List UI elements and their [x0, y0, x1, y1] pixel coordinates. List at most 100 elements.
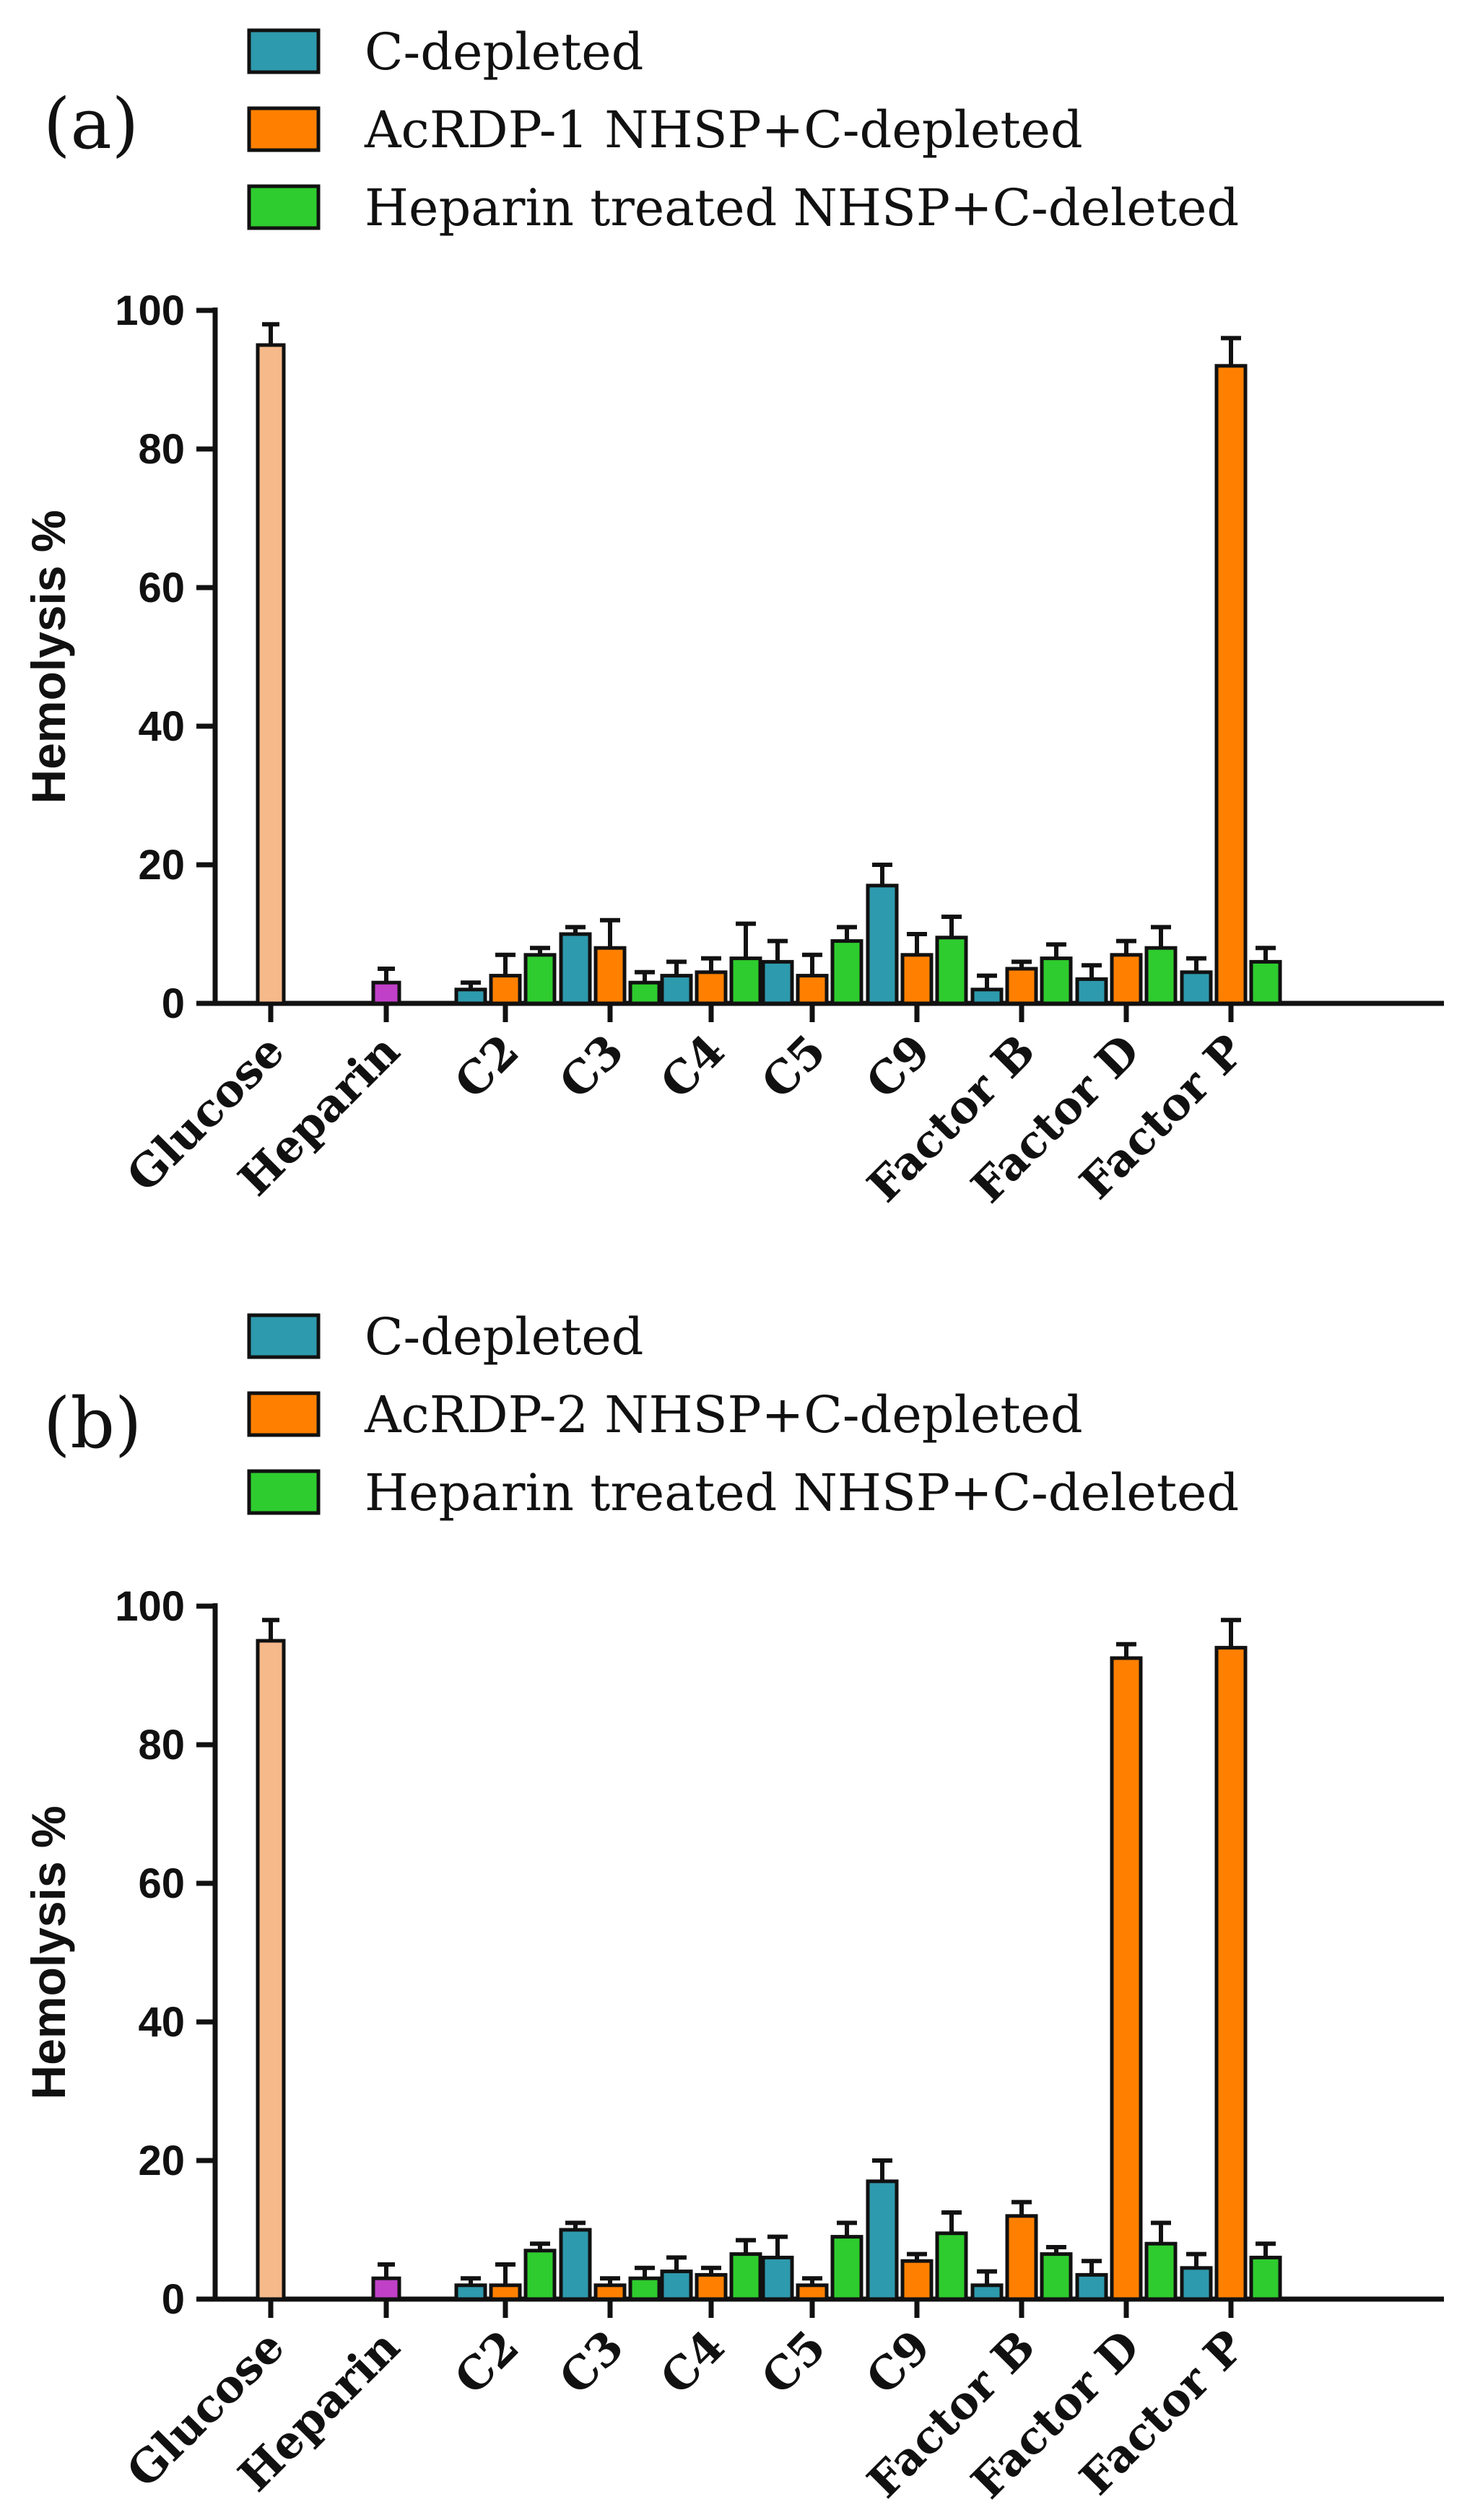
- bar-c5-acrdp-1-nhsp-c-depleted: [796, 974, 829, 1006]
- bar-c2-acrdp-1-nhsp-c-depleted-error: [495, 952, 515, 976]
- bar-heparin: [371, 980, 401, 1006]
- bar-c9-c-depleted: [866, 2179, 899, 2301]
- bar-factor-p-acrdp-1-nhsp-c-depleted: [1214, 364, 1248, 1006]
- bar-c5-c-depleted: [761, 2255, 794, 2301]
- bar-factor-b-heparin-treated-nhsp-c-deleted-error: [1046, 942, 1066, 959]
- bar-c5-heparin-treated-nhsp-c-deleted-error: [837, 925, 857, 941]
- x-tick-label-c5: C5: [752, 1024, 836, 1109]
- bar-factor-d-acrdp-2-nhsp-c-depleted-error: [1116, 1642, 1136, 1658]
- bar-factor-b-c-depleted: [970, 987, 1004, 1006]
- x-tick-label-c5: C5: [752, 2320, 836, 2405]
- bar-c4-heparin-treated-nhsp-c-deleted: [729, 2252, 762, 2301]
- bar-c9-heparin-treated-nhsp-c-deleted: [935, 2231, 968, 2301]
- bar-c5-c-depleted-error: [767, 2234, 788, 2258]
- legend-swatch-heparin-treated-nhsp-c-deleted: [247, 1469, 321, 1515]
- bar-factor-d-acrdp-2-nhsp-c-depleted: [1110, 1656, 1143, 2301]
- bar-c2-heparin-treated-nhsp-c-deleted-error: [530, 946, 550, 955]
- bar-c9-c-depleted-error: [872, 863, 892, 886]
- bar-factor-b-acrdp-2-nhsp-c-depleted: [1005, 2214, 1038, 2301]
- bar-glucose-error: [262, 322, 279, 345]
- bar-c3-acrdp-2-nhsp-c-depleted-error: [600, 2276, 620, 2285]
- bar-c2-acrdp-2-nhsp-c-depleted: [489, 2283, 522, 2301]
- bar-c2-c-depleted-error: [461, 2276, 481, 2285]
- bar-c2-heparin-treated-nhsp-c-deleted-error: [530, 2241, 550, 2251]
- bar-factor-d-c-depleted-error: [1082, 2259, 1102, 2275]
- bar-factor-d-c-depleted: [1075, 2272, 1108, 2301]
- legend-label-heparin-treated-nhsp-c-deleted: Heparin treated NHSP+C-deleted: [365, 178, 1239, 237]
- bar-c3-heparin-treated-nhsp-c-deleted: [628, 2276, 661, 2301]
- bar-c5-acrdp-2-nhsp-c-depleted-error: [802, 2276, 822, 2285]
- bar-c9-c-depleted: [866, 884, 899, 1006]
- panel-label: (b): [43, 1383, 142, 1464]
- x-tick-label-c3: C3: [549, 1024, 634, 1109]
- bar-c9-acrdp-1-nhsp-c-depleted: [900, 953, 934, 1006]
- bar-c3-heparin-treated-nhsp-c-deleted-error: [635, 969, 655, 983]
- bar-c5-c-depleted-error: [767, 938, 788, 962]
- bar-c4-heparin-treated-nhsp-c-deleted: [729, 956, 762, 1006]
- y-axis-title: Hemolysis %: [22, 510, 75, 803]
- bar-c5-heparin-treated-nhsp-c-deleted-error: [837, 2220, 857, 2237]
- bar-c4-acrdp-2-nhsp-c-depleted: [695, 2272, 728, 2301]
- legend-swatch-c-depleted: [247, 1313, 321, 1359]
- bar-c3-acrdp-1-nhsp-c-depleted-error: [600, 917, 620, 949]
- x-tick-label-c2: C2: [445, 1024, 529, 1109]
- y-tick-label: 80: [138, 1722, 185, 1769]
- bar-factor-b-c-depleted-error: [977, 2269, 997, 2285]
- bar-c2-heparin-treated-nhsp-c-deleted: [523, 2249, 557, 2301]
- legend-swatch-c-depleted: [247, 28, 321, 74]
- bar-factor-p-c-depleted: [1180, 970, 1213, 1006]
- bar-glucose-error: [262, 1618, 279, 1641]
- y-tick-label: 0: [162, 2276, 185, 2323]
- bar-factor-d-acrdp-1-nhsp-c-depleted: [1110, 953, 1143, 1006]
- bar-factor-b-heparin-treated-nhsp-c-deleted: [1040, 2252, 1073, 2301]
- legend-label-heparin-treated-nhsp-c-deleted: Heparin treated NHSP+C-deleted: [365, 1463, 1239, 1522]
- bar-c4-acrdp-1-nhsp-c-depleted-error: [701, 956, 721, 972]
- bar-c9-heparin-treated-nhsp-c-deleted: [935, 936, 968, 1006]
- bar-factor-p-heparin-treated-nhsp-c-deleted: [1249, 959, 1282, 1006]
- bar-c5-heparin-treated-nhsp-c-deleted: [830, 2235, 863, 2301]
- bar-c4-heparin-treated-nhsp-c-deleted-error: [736, 2238, 756, 2254]
- legend-label-c-depleted: C-depleted: [365, 1307, 643, 1366]
- y-tick-label: 100: [115, 1583, 185, 1630]
- bar-factor-b-c-depleted-error: [977, 973, 997, 990]
- bar-factor-d-c-depleted-error: [1082, 963, 1102, 980]
- bar-factor-b-acrdp-2-nhsp-c-depleted-error: [1011, 2199, 1032, 2216]
- y-tick-label: 0: [162, 980, 185, 1027]
- bar-c9-heparin-treated-nhsp-c-deleted-error: [941, 915, 962, 938]
- bar-factor-b-acrdp-1-nhsp-c-depleted: [1005, 967, 1038, 1006]
- bar-c4-heparin-treated-nhsp-c-deleted-error: [736, 921, 756, 959]
- y-tick-label: 60: [138, 1860, 185, 1907]
- bar-heparin: [371, 2276, 401, 2301]
- bar-factor-b-c-depleted: [970, 2283, 1004, 2301]
- x-tick-label-c3: C3: [549, 2320, 634, 2405]
- bar-c3-acrdp-1-nhsp-c-depleted: [593, 946, 627, 1006]
- bar-factor-p-acrdp-2-nhsp-c-depleted: [1214, 1646, 1248, 2301]
- bar-glucose: [256, 343, 286, 1006]
- bar-factor-b-acrdp-1-nhsp-c-depleted-error: [1011, 959, 1032, 969]
- bar-c9-acrdp-1-nhsp-c-depleted-error: [907, 932, 927, 955]
- chart-panel-a: (a) C-depleted AcRDP-1 NHSP+C-depleted Hepa…: [22, 22, 1444, 1213]
- legend-swatch-acrdp-1-nhsp-c-depleted: [247, 106, 321, 152]
- bar-c3-c-depleted-error: [565, 925, 586, 934]
- bar-c3-heparin-treated-nhsp-c-deleted: [628, 980, 661, 1006]
- bar-c4-c-depleted-error: [666, 2255, 687, 2272]
- chart-panel-b: (b) C-depleted AcRDP-2 NHSP+C-depleted Hepa…: [22, 1307, 1444, 2508]
- bar-factor-d-heparin-treated-nhsp-c-deleted: [1144, 946, 1178, 1006]
- bar-heparin-error: [378, 2262, 395, 2279]
- bar-c2-acrdp-2-nhsp-c-depleted-error: [495, 2262, 515, 2285]
- bar-c4-acrdp-2-nhsp-c-depleted-error: [701, 2265, 721, 2275]
- x-tick-label-c4: C4: [651, 2320, 735, 2405]
- bar-c3-c-depleted: [559, 2228, 592, 2301]
- legend-label-acrdp-2-nhsp-c-depleted: AcRDP-2 NHSP+C-depleted: [364, 1385, 1083, 1444]
- y-axis-title: Hemolysis %: [22, 1805, 75, 2099]
- legend-swatch-acrdp-2-nhsp-c-depleted: [247, 1391, 321, 1437]
- legend-swatch-heparin-treated-nhsp-c-deleted: [247, 184, 321, 230]
- y-tick-label: 80: [138, 426, 185, 473]
- bar-c3-acrdp-2-nhsp-c-depleted: [593, 2283, 627, 2301]
- bar-factor-d-heparin-treated-nhsp-c-deleted-error: [1151, 2220, 1171, 2244]
- bar-factor-p-acrdp-1-nhsp-c-depleted-error: [1221, 336, 1241, 366]
- panel-label: (a): [43, 84, 139, 165]
- bar-factor-b-heparin-treated-nhsp-c-deleted: [1040, 956, 1073, 1006]
- bar-factor-p-heparin-treated-nhsp-c-deleted-error: [1256, 946, 1276, 962]
- x-tick-label-c9: C9: [856, 2320, 941, 2405]
